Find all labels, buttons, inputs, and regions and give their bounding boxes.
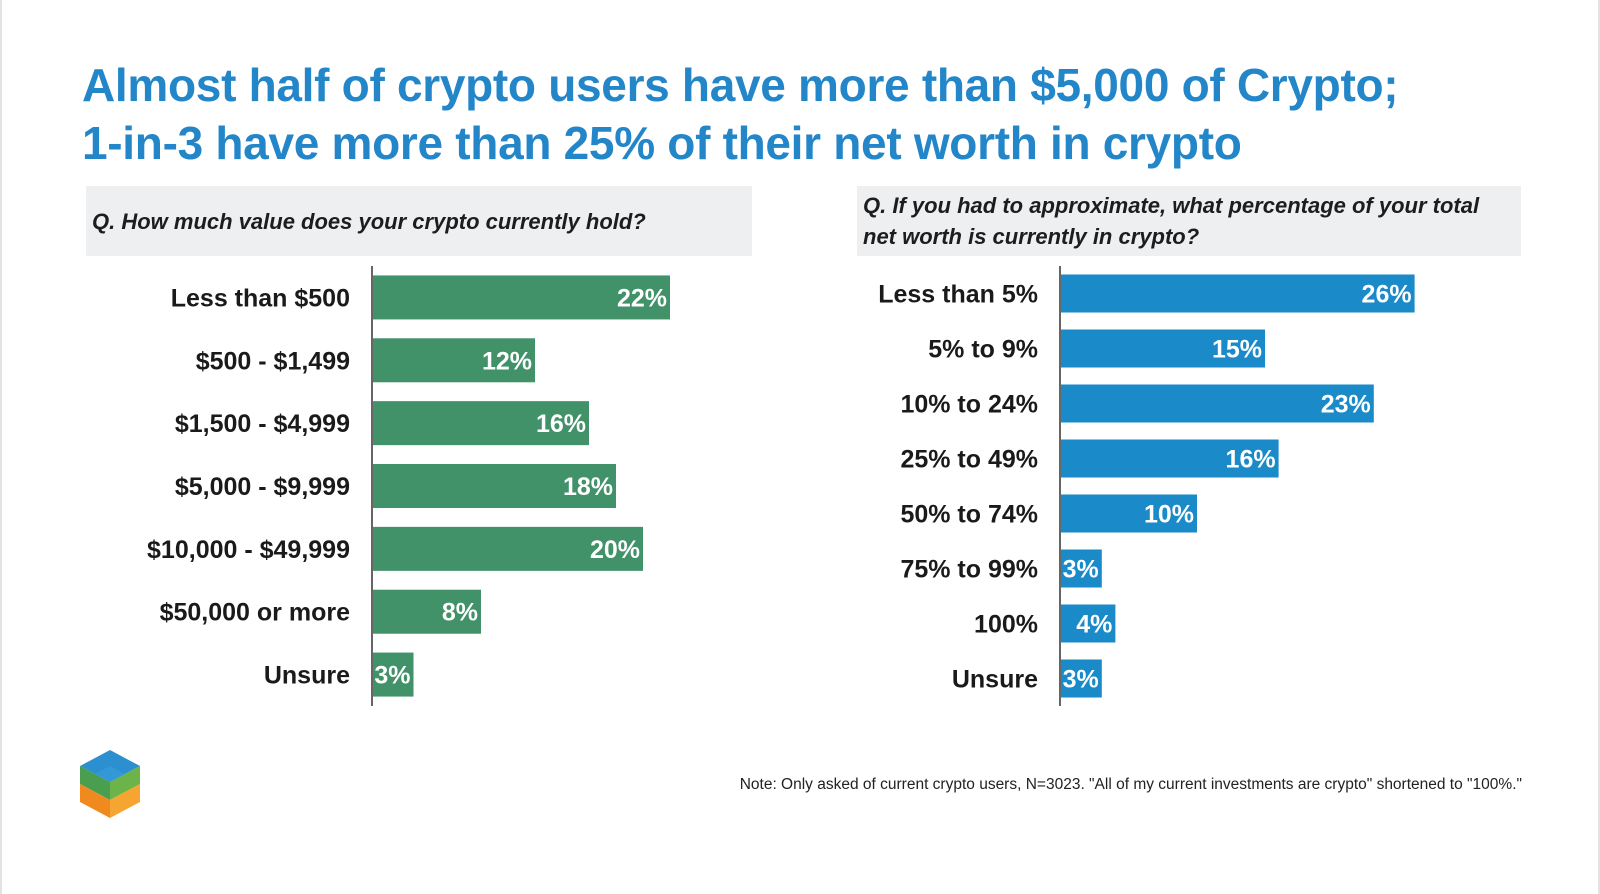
data-label: 23% — [1321, 391, 1371, 419]
footnote: Note: Only asked of current crypto users… — [739, 776, 1522, 793]
data-label: 20% — [590, 536, 640, 564]
data-label: 18% — [563, 473, 613, 501]
bar — [1061, 549, 1102, 588]
bar — [373, 526, 643, 571]
bar — [373, 652, 414, 697]
bar — [373, 589, 481, 634]
bar — [373, 401, 589, 446]
category-label: Less than $500 — [171, 284, 350, 312]
data-label: 16% — [536, 410, 586, 438]
data-label: 10% — [1144, 501, 1194, 529]
right-question-text: Q. If you had to approximate, what perce… — [863, 193, 1480, 249]
right-chart-svg: Less than 5% 26% 5% to 9% 15% 10% to 24% 23% 2… — [878, 266, 1415, 706]
category-label: 50% to 74% — [900, 501, 1038, 529]
bar — [373, 464, 616, 508]
bar — [1061, 494, 1197, 533]
left-question-text: Q. How much value does your crypto curre… — [92, 208, 646, 234]
page-title: Almost half of crypto users have more th… — [82, 56, 1542, 172]
bar — [1061, 604, 1116, 643]
right-question-box: Q. If you had to approximate, what perce… — [857, 186, 1521, 256]
title-line-1: Almost half of crypto users have more th… — [82, 59, 1399, 111]
bar — [373, 275, 670, 320]
data-label: 22% — [617, 284, 667, 312]
data-label: 8% — [442, 599, 478, 627]
category-label: Unsure — [952, 666, 1038, 694]
title-line-2: 1-in-3 have more than 25% of their net w… — [82, 117, 1242, 169]
data-label: 15% — [1212, 336, 1262, 364]
bar — [373, 338, 535, 383]
data-label: 26% — [1362, 281, 1412, 309]
category-label: 10% to 24% — [900, 391, 1038, 419]
category-label: 75% to 99% — [900, 556, 1038, 584]
category-label: Less than 5% — [878, 281, 1038, 309]
data-label: 4% — [1076, 611, 1112, 639]
bar — [1061, 659, 1102, 698]
bar — [1061, 439, 1279, 478]
category-label: 25% to 49% — [900, 446, 1038, 474]
data-label: 3% — [1063, 666, 1099, 694]
category-label: 100% — [974, 611, 1038, 639]
category-label: Unsure — [264, 662, 350, 690]
bar — [1061, 384, 1374, 423]
data-label: 3% — [1063, 556, 1099, 584]
left-bar-chart: Less than $500 22% $500 - $1,499 12% $1,500 … — [82, 266, 782, 722]
data-label: 3% — [374, 662, 410, 690]
bar — [1061, 329, 1265, 368]
left-chart-svg: Less than $500 22% $500 - $1,499 12% $1,500 … — [147, 266, 670, 706]
data-label: 16% — [1226, 446, 1276, 474]
cube-logo-icon — [80, 750, 140, 818]
data-label: 12% — [482, 347, 532, 375]
bar — [1061, 274, 1415, 313]
right-bar-chart: Less than 5% 26% 5% to 9% 15% 10% to 24% 23% 2… — [852, 266, 1552, 722]
category-label: $500 - $1,499 — [196, 347, 350, 375]
left-question-box: Q. How much value does your crypto curre… — [86, 186, 752, 256]
category-label: $10,000 - $49,999 — [147, 536, 350, 564]
category-label: $5,000 - $9,999 — [175, 473, 350, 501]
category-label: 5% to 9% — [928, 336, 1038, 364]
category-label: $1,500 - $4,999 — [175, 410, 350, 438]
category-label: $50,000 or more — [160, 599, 350, 627]
